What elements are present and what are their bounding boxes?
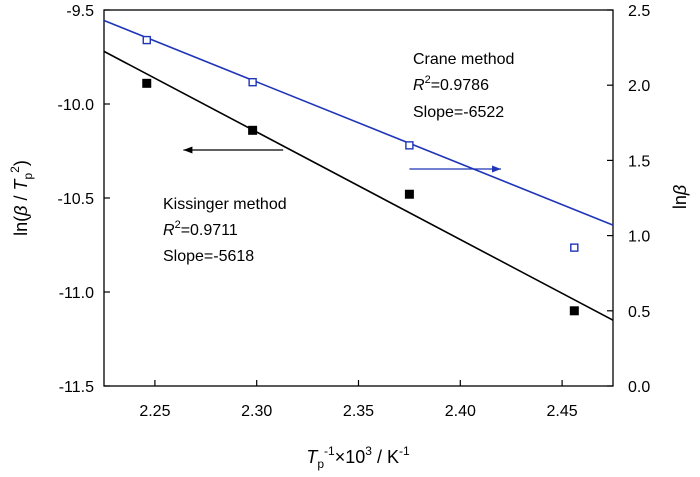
- x-tick-label: 2.45: [547, 403, 578, 420]
- crane-method-point: [405, 141, 414, 150]
- y-left-title-slash: /: [11, 191, 31, 206]
- x-tick-label: 2.30: [241, 403, 272, 420]
- crane-method-point: [570, 243, 579, 252]
- x-axis-title: Tp-1×103 / K-1: [306, 444, 410, 471]
- x-tick-label: 2.40: [445, 403, 476, 420]
- crane-r2-letter: R: [413, 77, 425, 94]
- x-axis-title-sup3: -1: [399, 444, 410, 458]
- crane-method-point: [142, 35, 151, 45]
- x-tick-label: 2.35: [343, 403, 374, 420]
- crane-method-point: [248, 77, 257, 87]
- kissinger-r2: R2=0.9711: [163, 219, 238, 239]
- y-left-title-pre: ln(: [11, 216, 31, 236]
- kissinger-method-point: [569, 306, 579, 316]
- y-right-tick-label: 2.0: [628, 78, 650, 95]
- kissinger-method-point: [404, 189, 414, 199]
- y-right-tick-label: 0.0: [628, 379, 650, 396]
- kissinger-r2-letter: R: [163, 222, 175, 239]
- crane-r2-value: =0.9786: [431, 77, 489, 94]
- arrows-layer: [183, 146, 502, 173]
- y-right-axis-title: lnβ: [670, 185, 690, 209]
- y-left-title-T: T: [11, 178, 31, 191]
- x-axis-title-var: T: [306, 447, 319, 467]
- y-left-title-post: ): [11, 160, 31, 166]
- crane-r2-sup: 2: [425, 74, 431, 86]
- crane-axis-arrow: [409, 165, 502, 173]
- kissinger-method-fit-line: [103, 50, 614, 321]
- y-right-title-pre: ln: [670, 195, 690, 209]
- ticks-layer: 2.25 2.30 2.35 2.40 2.45 -11.5 -11.0 -10.5 -10.0…: [58, 3, 651, 420]
- y-right-tick-label: 1.5: [628, 153, 650, 170]
- crane-r2: R2=0.9786: [413, 74, 489, 94]
- y-left-title-beta: β: [11, 206, 31, 217]
- kissinger-axis-arrow: [183, 146, 284, 154]
- x-tick-label: 2.25: [139, 403, 170, 420]
- y-left-title-sup: 2: [8, 166, 22, 173]
- markers-layer: [142, 35, 579, 316]
- kissinger-method-point: [142, 78, 152, 88]
- kissinger-slope: Slope=-5618: [163, 248, 254, 265]
- x-axis-title-sub: p: [317, 457, 324, 471]
- y-left-tick-label: -11.5: [59, 379, 94, 396]
- crane-title: Crane method: [413, 51, 514, 68]
- y-left-title-sub: p: [21, 173, 35, 180]
- x-axis-title-mid: ×10: [335, 447, 366, 467]
- y-right-tick-label: 2.5: [628, 3, 650, 20]
- kissinger-title: Kissinger method: [163, 196, 287, 213]
- y-left-tick-label: -10.5: [58, 191, 95, 208]
- x-axis-title-sup2: 3: [365, 444, 372, 458]
- kissinger-r2-sup: 2: [175, 219, 181, 231]
- y-right-tick-label: 1.0: [628, 229, 650, 246]
- x-axis-title-sup1: -1: [324, 444, 335, 458]
- crane-method-fit-line: [103, 19, 614, 226]
- y-left-tick-label: -9.5: [66, 3, 94, 20]
- kissinger-r2-value: =0.9711: [181, 222, 238, 239]
- y-right-title-beta: β: [670, 185, 690, 196]
- crane-slope: Slope=-6522: [413, 104, 504, 121]
- fit-lines-layer: [103, 19, 614, 321]
- y-left-tick-label: -10.0: [58, 97, 95, 114]
- y-left-tick-label: -11.0: [59, 285, 94, 302]
- y-left-axis-title: ln(β / Tp2): [8, 160, 35, 236]
- x-axis-title-unit: / K: [372, 447, 399, 467]
- y-right-tick-label: 0.5: [628, 304, 650, 321]
- kissinger-method-point: [248, 125, 258, 135]
